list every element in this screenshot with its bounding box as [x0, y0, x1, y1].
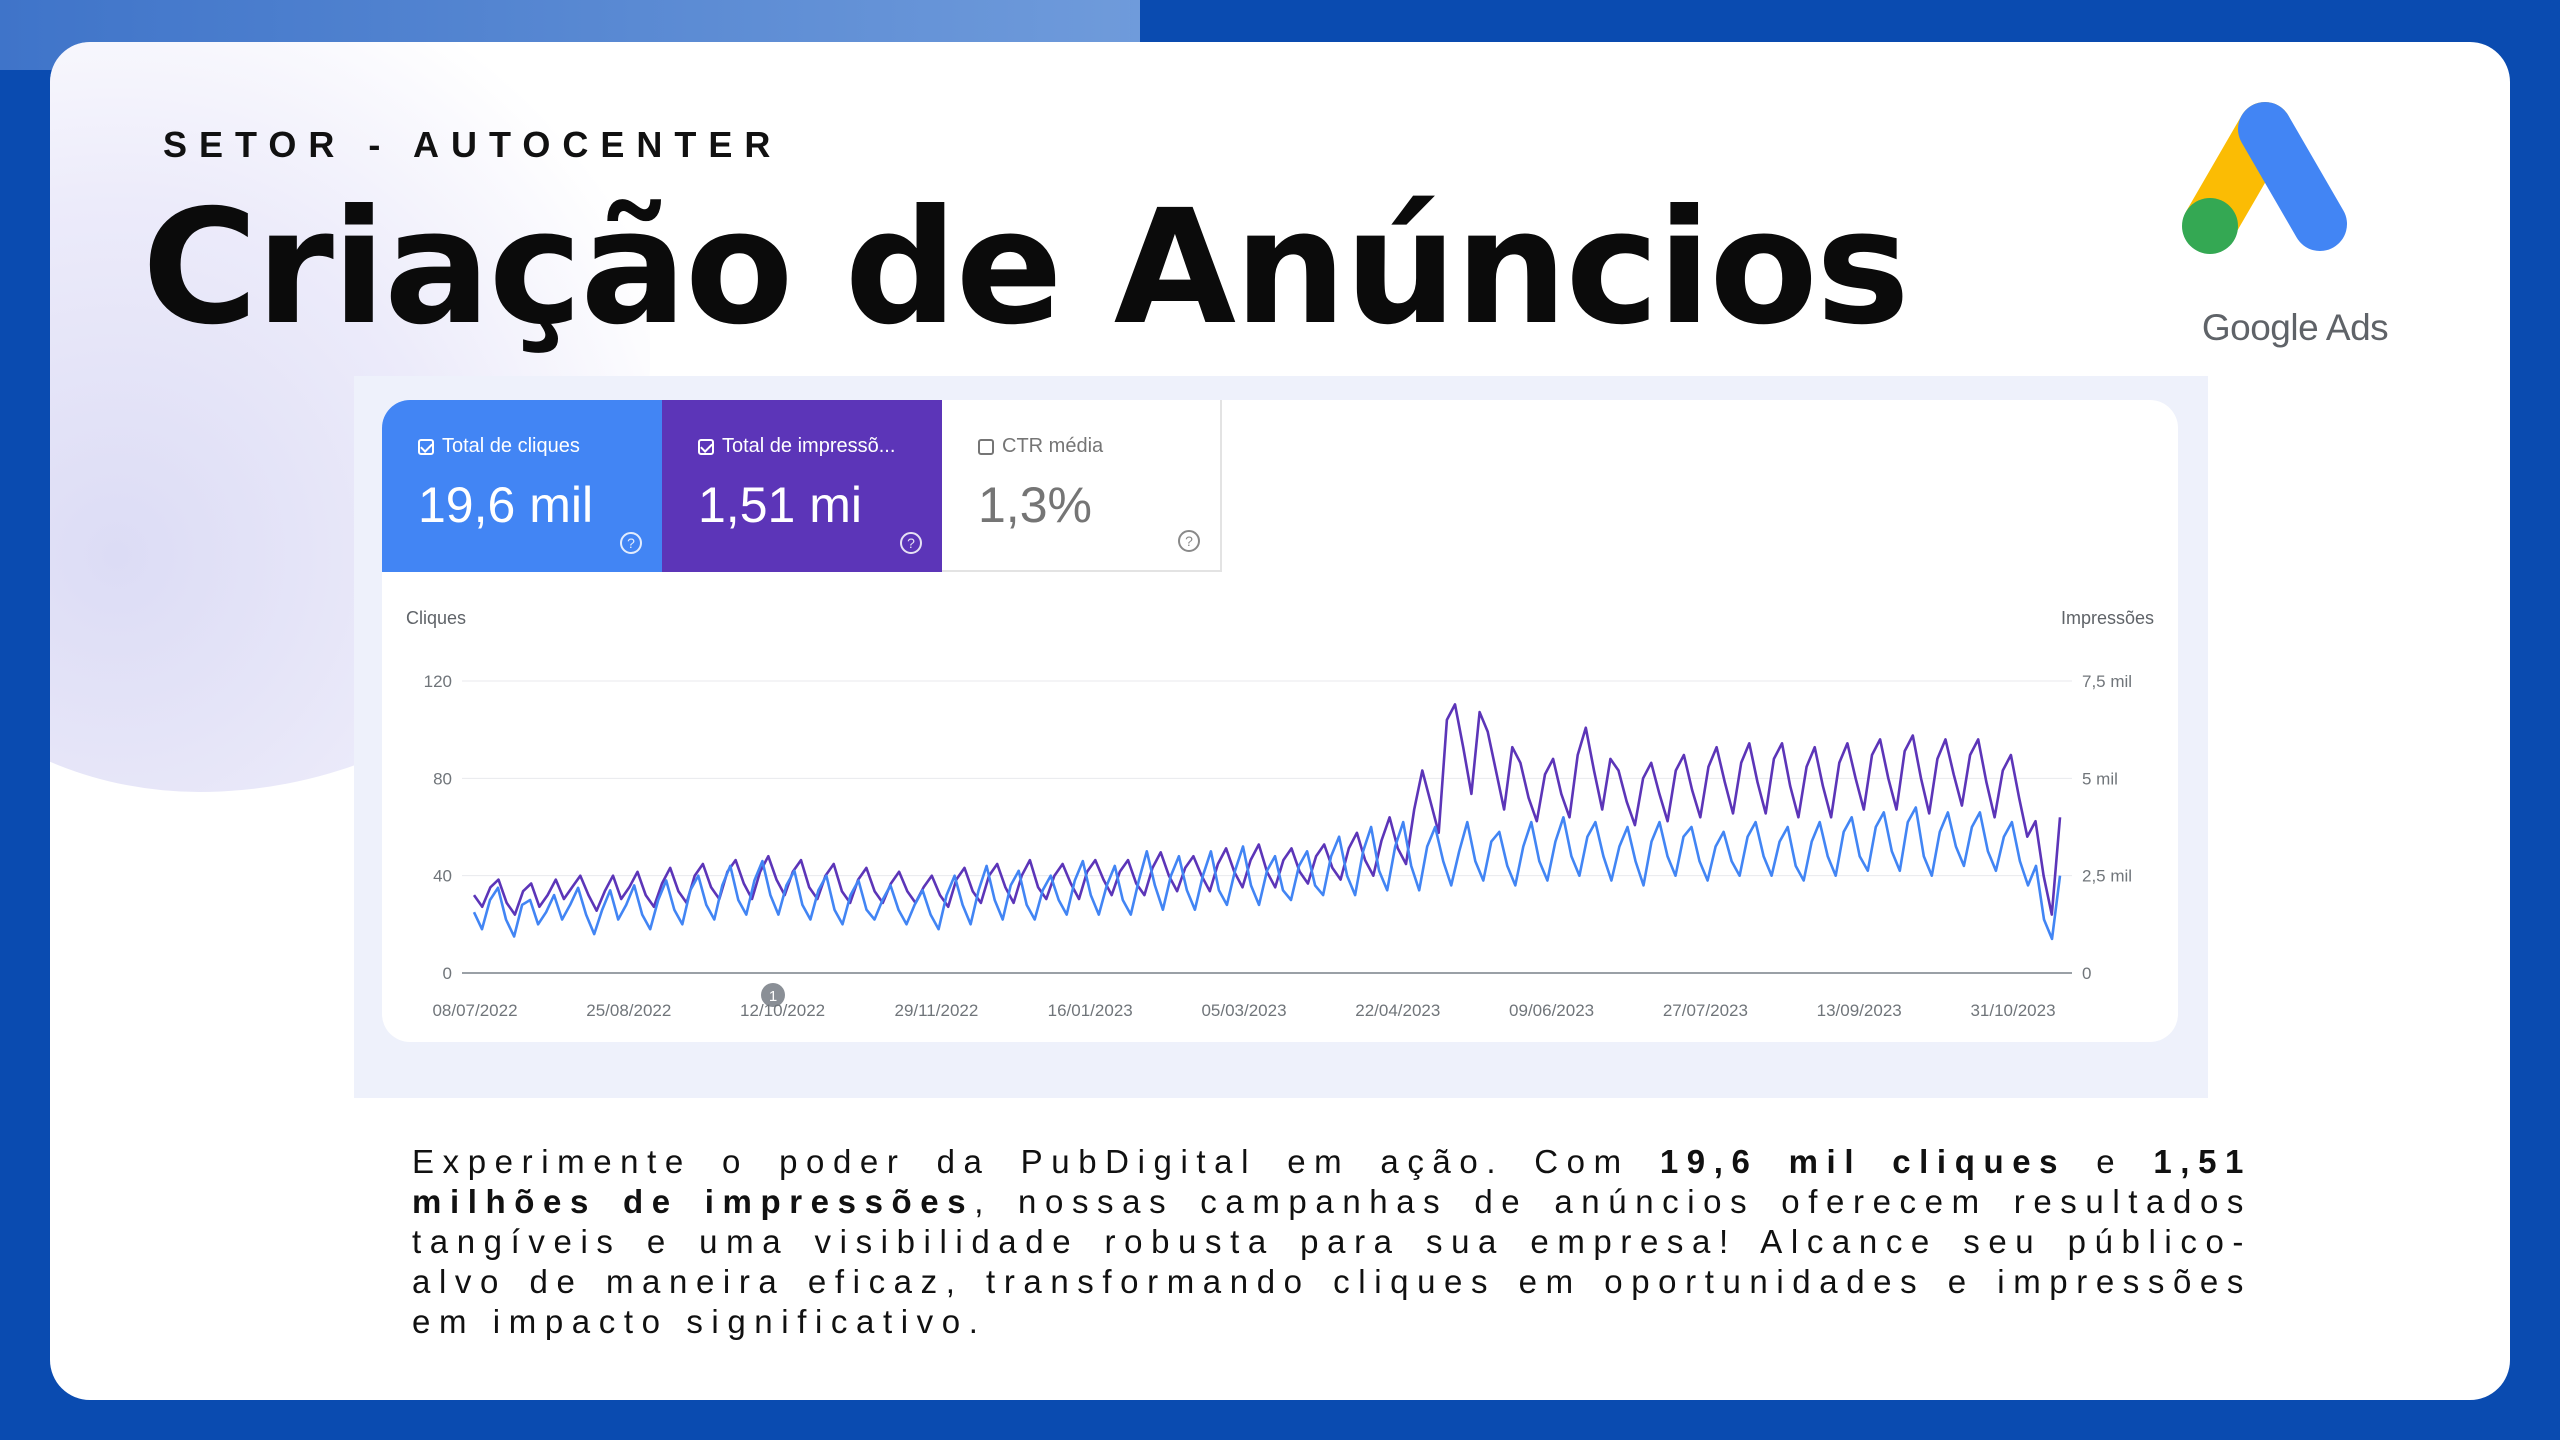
y-left-axis-label: Cliques — [406, 608, 466, 628]
x-tick-label: 08/07/2022 — [432, 1001, 517, 1020]
paragraph-text: , nossas campanhas de anúncios oferecem … — [412, 1183, 2252, 1340]
y-right-tick-label: 5 mil — [2082, 769, 2118, 788]
page-title: Criação de Anúncios — [142, 176, 1910, 360]
paragraph-highlight-clicks: 19,6 mil cliques — [1659, 1143, 2067, 1180]
x-tick-label: 31/10/2023 — [1970, 1001, 2055, 1020]
metric-label-row: CTR média — [978, 435, 1220, 458]
x-tick-label: 12/10/2022 — [740, 1001, 825, 1020]
checkbox-icon[interactable] — [418, 438, 434, 455]
metric-value: 1,3% — [978, 477, 1092, 533]
paragraph-text: Experimente o poder da PubDigital em açã… — [412, 1143, 1660, 1180]
paragraph-text: e — [2066, 1143, 2154, 1180]
slide-card: SETOR - AUTOCENTER Criação de Anúncios G… — [50, 42, 2510, 1400]
series-line — [472, 806, 2062, 941]
y-right-axis-label: Impressões — [2061, 608, 2154, 628]
metric-label: CTR média — [1002, 435, 1104, 457]
y-left-tick-label: 80 — [433, 769, 452, 788]
paragraph-highlight-impressions: 1,51 milhões de impressões — [412, 1143, 2252, 1220]
y-right-tick-label: 2,5 mil — [2082, 867, 2132, 886]
metric-label-row: Total de cliques — [418, 435, 662, 458]
metric-value: 1,51 mi — [698, 477, 862, 533]
help-icon[interactable]: ? — [620, 532, 642, 554]
x-tick-label: 27/07/2023 — [1663, 1001, 1748, 1020]
metric-average-ctr[interactable]: CTR média 1,3% ? — [942, 400, 1222, 572]
x-tick-label: 25/08/2022 — [586, 1001, 671, 1020]
y-right-tick-label: 7,5 mil — [2082, 672, 2132, 691]
sector-eyebrow: SETOR - AUTOCENTER — [163, 124, 783, 165]
x-tick-label: 13/09/2023 — [1817, 1001, 1902, 1020]
metric-value: 19,6 mil — [418, 477, 594, 533]
y-right-tick-label: 0 — [2082, 964, 2091, 983]
description-paragraph: Experimente o poder da PubDigital em açã… — [412, 1142, 2252, 1342]
chart-frame: Total de cliques 19,6 mil ? Total de imp… — [354, 376, 2208, 1098]
y-left-tick-label: 0 — [443, 964, 452, 983]
metric-label: Total de cliques — [442, 435, 580, 457]
annotation-marker-label: 1 — [769, 988, 777, 1005]
series-line — [472, 703, 2062, 916]
metric-label-row: Total de impressõ... — [698, 435, 942, 458]
logo-text: Google Ads — [2201, 307, 2389, 348]
metric-total-impressions[interactable]: Total de impressõ... 1,51 mi ? — [662, 400, 942, 572]
y-left-tick-label: 40 — [433, 867, 452, 886]
metric-label: Total de impressõ... — [722, 435, 896, 457]
google-ads-logo: Google Ads — [2170, 94, 2420, 364]
x-tick-label: 29/11/2022 — [894, 1001, 978, 1020]
checkbox-icon[interactable] — [978, 438, 994, 455]
x-tick-label: 22/04/2023 — [1355, 1001, 1440, 1020]
y-left-tick-label: 120 — [424, 672, 452, 691]
help-icon[interactable]: ? — [900, 532, 922, 554]
annotation-marker — [761, 983, 785, 1007]
metric-total-clicks[interactable]: Total de cliques 19,6 mil ? — [382, 400, 662, 572]
x-tick-label: 16/01/2023 — [1048, 1001, 1133, 1020]
line-chart: Cliques Impressões 0 0 40 2,5 mil 80 5 mil 120… — [406, 608, 2154, 1020]
x-tick-label: 09/06/2023 — [1509, 1001, 1594, 1020]
help-icon[interactable]: ? — [1178, 530, 1200, 552]
google-ads-icon — [2182, 102, 2347, 254]
checkbox-icon[interactable] — [698, 438, 714, 455]
performance-chart-card: Total de cliques 19,6 mil ? Total de imp… — [382, 400, 2178, 1042]
x-tick-label: 05/03/2023 — [1201, 1001, 1286, 1020]
